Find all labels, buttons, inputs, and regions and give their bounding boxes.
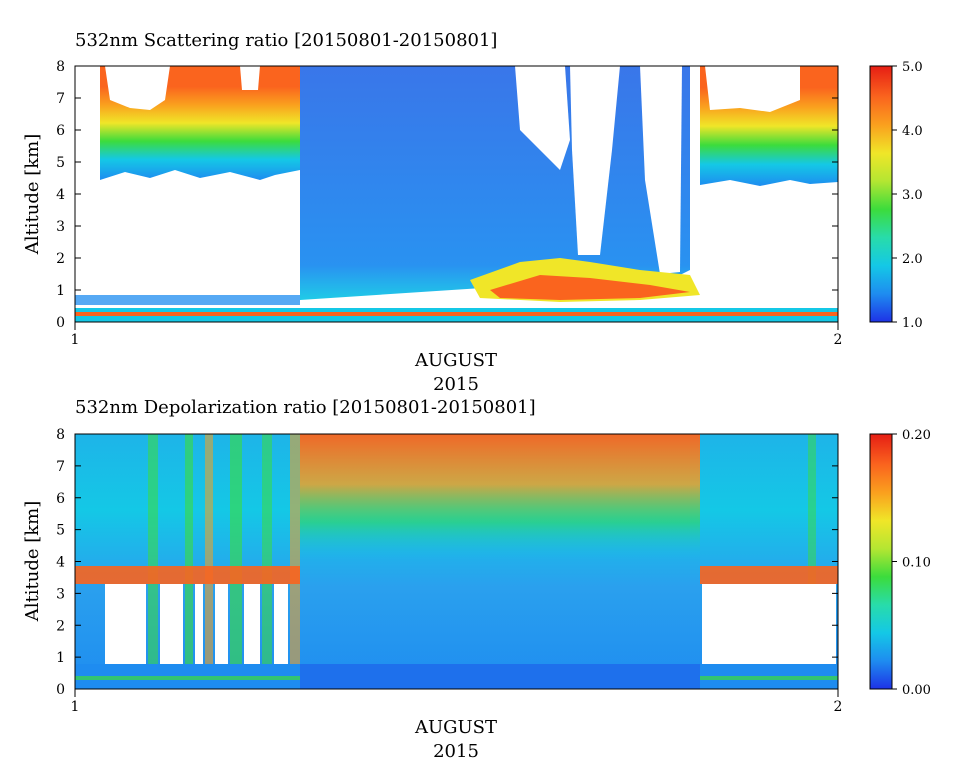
- depolarization-plot-area: [75, 434, 838, 689]
- depolarization-ytick-label-6: 6: [56, 491, 65, 507]
- scattering-ylabel: Altitude [km]: [22, 134, 43, 256]
- depolarization-xtick-label-2: 2: [834, 699, 843, 715]
- scattering-plot-area: [75, 66, 838, 322]
- depolarization-ytick-label-3: 3: [56, 586, 65, 602]
- depolarization-feature-high-noise: [300, 434, 700, 560]
- depolarization-xlabel-year: 2015: [433, 741, 479, 762]
- scattering-title: 532nm Scattering ratio [20150801-2015080…: [75, 30, 497, 51]
- scattering-feature-cloud-late-gap: [705, 66, 800, 112]
- depolarization-colorbar: 0.00 0.10 0.20: [869, 428, 931, 698]
- depolarization-y-axis: Altitude [km]: [22, 501, 43, 623]
- scattering-colorbar-ticks: 1.0 2.0 3.0 4.0 5.0: [892, 60, 923, 331]
- depolarization-feature-column-1: [148, 434, 158, 674]
- depolarization-ytick-label-0: 0: [56, 682, 65, 698]
- scattering-colorbar-tick-label-0: 1.0: [902, 316, 923, 331]
- depolarization-feature-surface-mid: [300, 664, 700, 689]
- scattering-feature-gap-1: [515, 66, 570, 170]
- depolarization-xtick-label-1: 1: [71, 699, 80, 715]
- scattering-colorbar: 1.0 2.0 3.0 4.0 5.0: [869, 60, 923, 331]
- scattering-feature-aerosol-mid: [300, 66, 690, 300]
- scattering-ytick-label-4: 4: [56, 187, 65, 203]
- scattering-ytick-label-5: 5: [56, 155, 65, 171]
- scattering-xtick-label-1: 1: [71, 332, 80, 348]
- depolarization-colorbar-gradient: [869, 433, 893, 690]
- scattering-xtick-label-2: 2: [834, 332, 843, 348]
- depolarization-xlabel-month: AUGUST: [414, 717, 497, 738]
- depolarization-colorbar-tick-label-0: 0.00: [902, 683, 931, 698]
- depolarization-colorbar-tick-label-1: 0.10: [902, 556, 931, 571]
- depolarization-ytick-label-2: 2: [56, 618, 65, 634]
- depolarization-title: 532nm Depolarization ratio [20150801-201…: [75, 397, 536, 418]
- scattering-feature-gap-2: [570, 66, 620, 255]
- depolarization-feature-column-3: [205, 434, 213, 674]
- depolarization-feature-column-7: [808, 434, 816, 674]
- depolarization-ytick-label-7: 7: [56, 459, 65, 475]
- depolarization-ytick-label-8: 8: [56, 427, 65, 443]
- depolarization-feature-cloud-base-early: [75, 566, 300, 584]
- scattering-feature-cloud-early-gap: [105, 66, 170, 110]
- scattering-ytick-label-0: 0: [56, 315, 65, 331]
- scattering-ytick-label-1: 1: [56, 283, 65, 299]
- depolarization-ratio-panel: 532nm Depolarization ratio [20150801-201…: [22, 397, 931, 762]
- scattering-ytick-label-2: 2: [56, 251, 65, 267]
- scattering-y-ticks: 0 1 2 3 4 5 6 7 8: [56, 59, 838, 331]
- scattering-xlabel-month: AUGUST: [414, 350, 497, 371]
- depolarization-ylabel: Altitude [km]: [22, 501, 43, 623]
- depolarization-feature-gap-early-3: [195, 584, 203, 664]
- scattering-xlabel-year: 2015: [433, 374, 479, 395]
- depolarization-y-ticks: 0 1 2 3 4 5 6 7 8: [56, 427, 838, 698]
- scattering-colorbar-tick-label-4: 5.0: [902, 60, 923, 75]
- depolarization-ytick-label-4: 4: [56, 555, 65, 571]
- scattering-ytick-label-8: 8: [56, 59, 65, 75]
- depolarization-feature-column-2: [185, 434, 193, 674]
- scattering-feature-surface-band: [75, 312, 838, 316]
- scattering-feature-surface-low-aerosol: [75, 295, 300, 305]
- depolarization-feature-gap-early-4: [215, 584, 228, 664]
- scattering-colorbar-tick-label-1: 2.0: [902, 252, 923, 267]
- depolarization-feature-column-5: [262, 434, 272, 674]
- scattering-ytick-label-6: 6: [56, 123, 65, 139]
- scattering-colorbar-tick-label-3: 4.0: [902, 124, 923, 139]
- scattering-y-axis: Altitude [km]: [22, 134, 43, 256]
- scattering-feature-boundary-core: [490, 275, 690, 300]
- scattering-x-axis: 1 2 AUGUST 2015: [71, 322, 843, 395]
- scattering-ytick-label-7: 7: [56, 91, 65, 107]
- scattering-feature-cloud-early-gap-2: [240, 66, 260, 90]
- depolarization-colorbar-tick-label-2: 0.20: [902, 428, 931, 443]
- depolarization-x-axis: 1 2 AUGUST 2015: [71, 689, 843, 762]
- depolarization-feature-gap-early-1: [105, 584, 146, 664]
- depolarization-feature-gap-early-5: [244, 584, 260, 664]
- depolarization-feature-gap-early-2: [160, 584, 183, 664]
- depolarization-colorbar-ticks: 0.00 0.10 0.20: [892, 428, 931, 698]
- scattering-colorbar-gradient: [869, 65, 893, 323]
- scattering-feature-gap-3: [640, 66, 682, 274]
- depolarization-feature-gap-early-6: [274, 584, 288, 664]
- scattering-ratio-panel: 532nm Scattering ratio [20150801-2015080…: [22, 30, 923, 395]
- depolarization-feature-column-4: [230, 434, 242, 674]
- depolarization-feature-gap-late: [702, 584, 836, 664]
- depolarization-ytick-label-1: 1: [56, 650, 65, 666]
- scattering-colorbar-tick-label-2: 3.0: [902, 188, 923, 203]
- depolarization-feature-column-6: [290, 434, 300, 674]
- depolarization-feature-cloud-base-late: [700, 566, 838, 584]
- depolarization-ytick-label-5: 5: [56, 523, 65, 539]
- scattering-ytick-label-3: 3: [56, 219, 65, 235]
